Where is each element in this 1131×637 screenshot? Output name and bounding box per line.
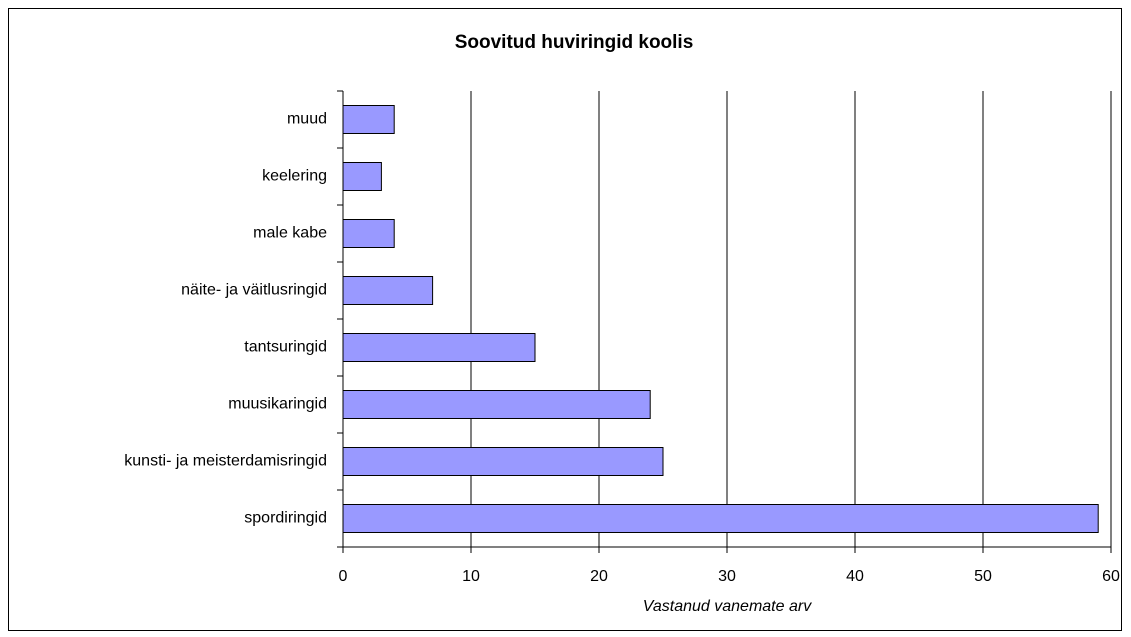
y-tick-label: kunsti- ja meisterdamisringid <box>124 453 327 470</box>
bar <box>342 105 395 134</box>
chart-frame <box>8 8 1122 631</box>
y-tick-label: muusikaringid <box>228 396 327 413</box>
x-tick-label: 50 <box>974 568 992 585</box>
bar <box>342 333 536 362</box>
x-tick-label: 20 <box>590 568 608 585</box>
x-tick-label: 0 <box>339 568 348 585</box>
x-tick-label: 10 <box>462 568 480 585</box>
y-tick-label: muud <box>287 111 327 128</box>
y-tick-label: näite- ja väitlusringid <box>181 282 327 299</box>
y-tick-label: spordiringid <box>244 510 327 527</box>
y-tick-label: tantsuringid <box>244 339 327 356</box>
y-tick-label: male kabe <box>253 225 327 242</box>
bar <box>342 390 651 419</box>
bar <box>342 447 664 476</box>
chart-title: Soovitud huviringid koolis <box>455 32 694 53</box>
x-tick-label: 60 <box>1102 568 1120 585</box>
bar <box>342 276 434 305</box>
x-tick-label: 30 <box>718 568 736 585</box>
y-tick-label: keelering <box>262 168 327 185</box>
x-tick-label: 40 <box>846 568 864 585</box>
x-axis-label: Vastanud vanemate arv <box>643 598 812 615</box>
bar <box>342 219 395 248</box>
bar <box>342 162 382 191</box>
bar <box>342 504 1099 533</box>
